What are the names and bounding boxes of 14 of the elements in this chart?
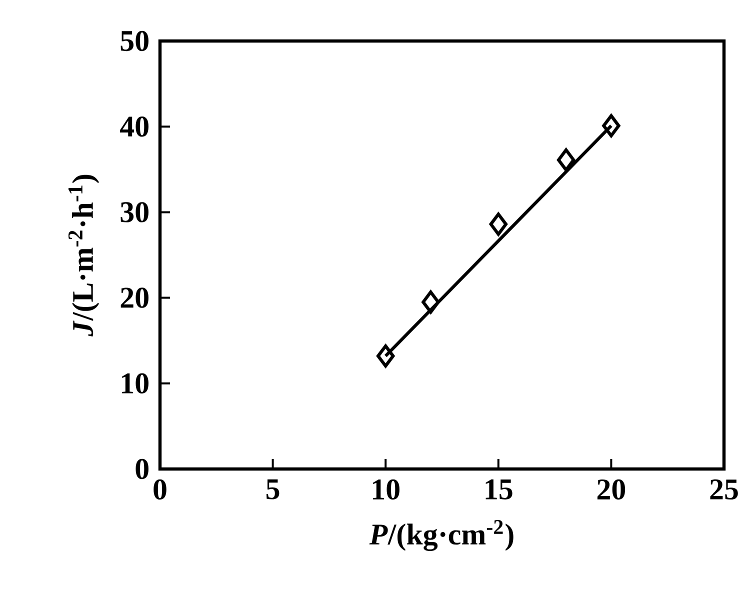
y-tick-label: 30 [120, 202, 148, 222]
x-tick-label: 25 [710, 479, 738, 500]
x-tick-label: 5 [266, 479, 280, 500]
x-tick-label: 10 [373, 479, 400, 500]
x-tick-label: 20 [597, 479, 626, 500]
y-tick-label: 0 [136, 458, 148, 480]
y-axis-title: J/(L·m$^{-2}$·h$^{-1}$) [68, 174, 100, 336]
x-axis-title: P/(kg·cm$^{-2}$) [369, 520, 514, 551]
y-tick-label: 20 [120, 288, 148, 308]
y-tick-label: 10 [122, 373, 148, 394]
x-tick-label: 15 [486, 479, 512, 500]
x-tick-label: 0 [154, 479, 166, 500]
y-tick-label: 50 [120, 30, 148, 52]
y-tick-label: 40 [120, 116, 148, 137]
